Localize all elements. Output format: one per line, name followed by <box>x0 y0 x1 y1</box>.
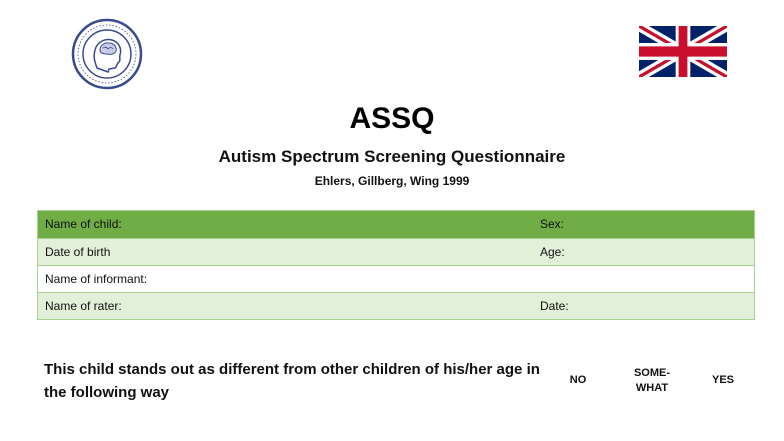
institution-seal-icon <box>71 18 143 90</box>
info-row-birth: Date of birth Age: <box>38 238 754 265</box>
respondent-info-table: Name of child: Sex: Date of birth Age: N… <box>37 210 755 320</box>
child-name-field-label: Name of child: <box>45 217 122 231</box>
birth-date-field-label: Date of birth <box>45 245 111 259</box>
info-row-informant: Name of informant: <box>38 265 754 292</box>
question-heading: This child stands out as different from … <box>44 361 540 401</box>
column-header-somewhat: SOME- WHAT <box>622 366 682 396</box>
rater-name-field-label: Name of rater: <box>45 299 122 313</box>
column-header-somewhat-line1: SOME- <box>633 367 671 379</box>
uk-flag-icon <box>639 26 727 77</box>
date-field-label: Date: <box>540 299 569 313</box>
info-row-child: Name of child: Sex: <box>38 211 754 238</box>
informant-name-field-label: Name of informant: <box>45 272 148 286</box>
age-field-label: Age: <box>540 245 565 259</box>
page-subtitle: Autism Spectrum Screening Questionnaire <box>218 147 566 166</box>
column-header-yes: YES <box>711 374 734 386</box>
sex-field-label: Sex: <box>540 217 565 231</box>
authors-citation: Ehlers, Gillberg, Wing 1999 <box>314 174 470 188</box>
column-header-no: NO <box>569 374 587 386</box>
page-title: ASSQ <box>349 102 435 135</box>
column-header-somewhat-line2: WHAT <box>635 382 669 394</box>
info-row-rater: Name of rater: Date: <box>38 292 754 319</box>
